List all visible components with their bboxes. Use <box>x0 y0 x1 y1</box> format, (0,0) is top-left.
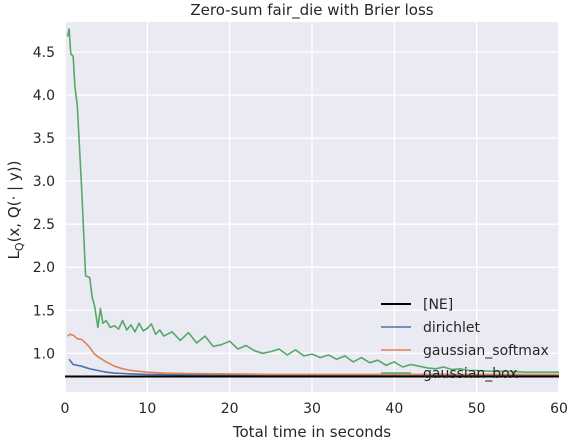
legend-label: gaussian_box <box>423 366 518 382</box>
x-tick-label: 60 <box>550 401 568 417</box>
chart-title: Zero-sum fair_die with Brier loss <box>190 1 433 20</box>
y-axis-label-main: L <box>5 250 23 259</box>
series-line-gaussian-softmax <box>67 333 559 376</box>
tick-labels: 0 10 20 30 40 50 60 1.0 1.5 2.0 2.5 3.0 3.5 4.0 4.5 <box>33 45 568 417</box>
y-tick-label: 4.5 <box>33 45 55 61</box>
x-tick-label: 40 <box>385 401 403 417</box>
legend: [NE] dirichlet gaussian_softmax gaussian_bo… <box>381 297 549 382</box>
grid <box>64 22 560 392</box>
series-layer <box>65 28 559 378</box>
series-line-gaussian-box <box>66 28 559 374</box>
x-tick-label: 50 <box>468 401 486 417</box>
x-axis-label: Total time in seconds <box>232 423 391 441</box>
legend-label: gaussian_softmax <box>423 343 549 359</box>
y-tick-label: 3.5 <box>33 131 55 147</box>
legend-label: [NE] <box>423 297 453 313</box>
x-tick-label: 10 <box>138 401 156 417</box>
x-tick-label: 30 <box>303 401 321 417</box>
y-axis-label-sub: Q <box>13 242 26 251</box>
x-tick-label: 0 <box>61 401 70 417</box>
series-line-dirichlet <box>68 358 559 377</box>
legend-label: dirichlet <box>423 320 480 336</box>
y-tick-label: 2.0 <box>33 260 55 276</box>
x-tick-label: 20 <box>221 401 239 417</box>
y-tick-label: 4.0 <box>33 88 55 104</box>
y-tick-label: 3.0 <box>33 174 55 190</box>
y-axis-label: LQ(x, Q(· | y)) <box>5 161 26 260</box>
y-tick-label: 1.0 <box>33 346 55 362</box>
y-tick-label: 2.5 <box>33 217 55 233</box>
y-axis-label-rest: (x, Q(· | y)) <box>5 161 23 243</box>
y-tick-label: 1.5 <box>33 303 55 319</box>
